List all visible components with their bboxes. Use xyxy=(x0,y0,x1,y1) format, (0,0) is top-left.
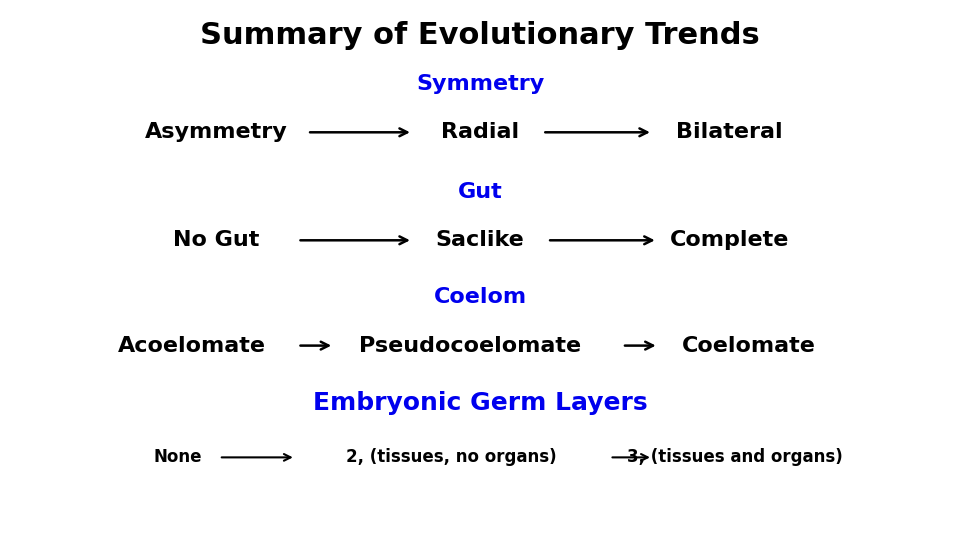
Text: Symmetry: Symmetry xyxy=(416,73,544,94)
Text: Coelom: Coelom xyxy=(433,287,527,307)
Text: Acoelomate: Acoelomate xyxy=(118,335,266,356)
Text: Gut: Gut xyxy=(458,181,502,202)
Text: 3, (tissues and organs): 3, (tissues and organs) xyxy=(627,448,842,467)
Text: 2, (tissues, no organs): 2, (tissues, no organs) xyxy=(346,448,557,467)
Text: Embryonic Germ Layers: Embryonic Germ Layers xyxy=(313,392,647,415)
Text: Coelomate: Coelomate xyxy=(682,335,816,356)
Text: Pseudocoelomate: Pseudocoelomate xyxy=(359,335,582,356)
Text: Summary of Evolutionary Trends: Summary of Evolutionary Trends xyxy=(200,21,760,50)
Text: None: None xyxy=(154,448,202,467)
Text: Saclike: Saclike xyxy=(436,230,524,251)
Text: No Gut: No Gut xyxy=(173,230,259,251)
Text: Complete: Complete xyxy=(670,230,789,251)
Text: Bilateral: Bilateral xyxy=(676,122,783,143)
Text: Asymmetry: Asymmetry xyxy=(145,122,287,143)
Text: Radial: Radial xyxy=(441,122,519,143)
